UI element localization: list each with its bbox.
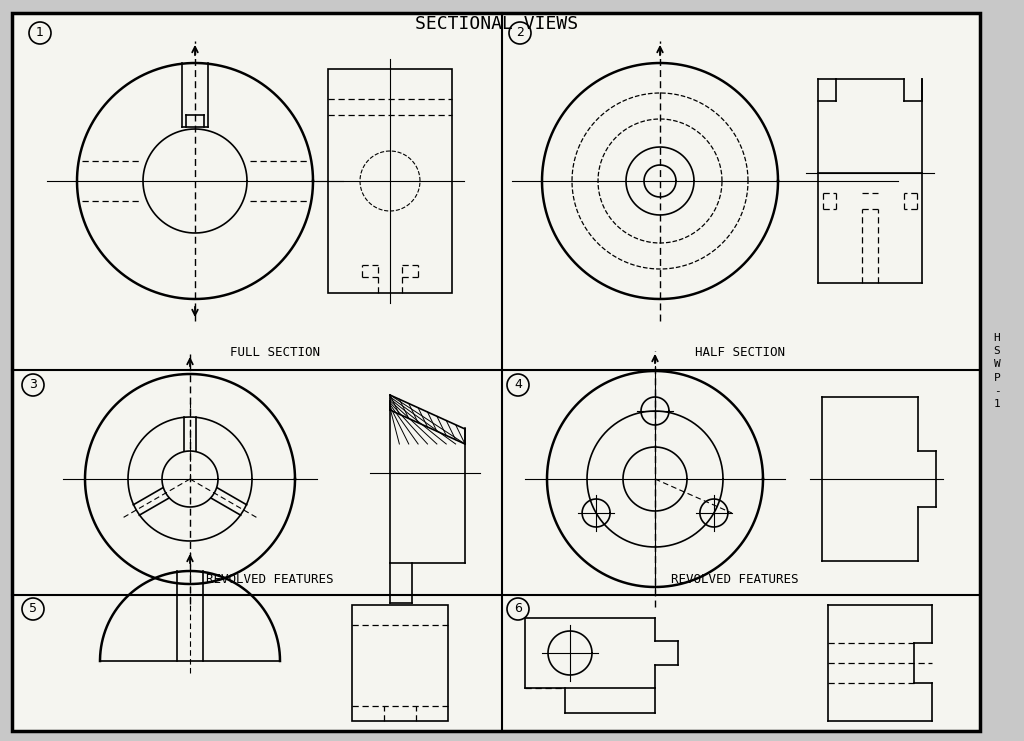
- Bar: [352, 605, 449, 721]
- Text: REVOLVED FEATURES: REVOLVED FEATURES: [206, 573, 334, 586]
- Text: H
S
W
P
-
1: H S W P - 1: [993, 333, 1000, 409]
- Text: 4: 4: [514, 379, 522, 391]
- Bar: [328, 69, 452, 293]
- Text: SECTIONAL VIEWS: SECTIONAL VIEWS: [416, 15, 579, 33]
- Text: 6: 6: [514, 602, 522, 616]
- Text: 1: 1: [36, 27, 44, 39]
- Text: HALF SECTION: HALF SECTION: [695, 346, 785, 359]
- Text: FULL SECTION: FULL SECTION: [230, 346, 319, 359]
- Text: 5: 5: [29, 602, 37, 616]
- Text: REVOLVED FEATURES: REVOLVED FEATURES: [672, 573, 799, 586]
- Text: 2: 2: [516, 27, 524, 39]
- Text: 3: 3: [29, 379, 37, 391]
